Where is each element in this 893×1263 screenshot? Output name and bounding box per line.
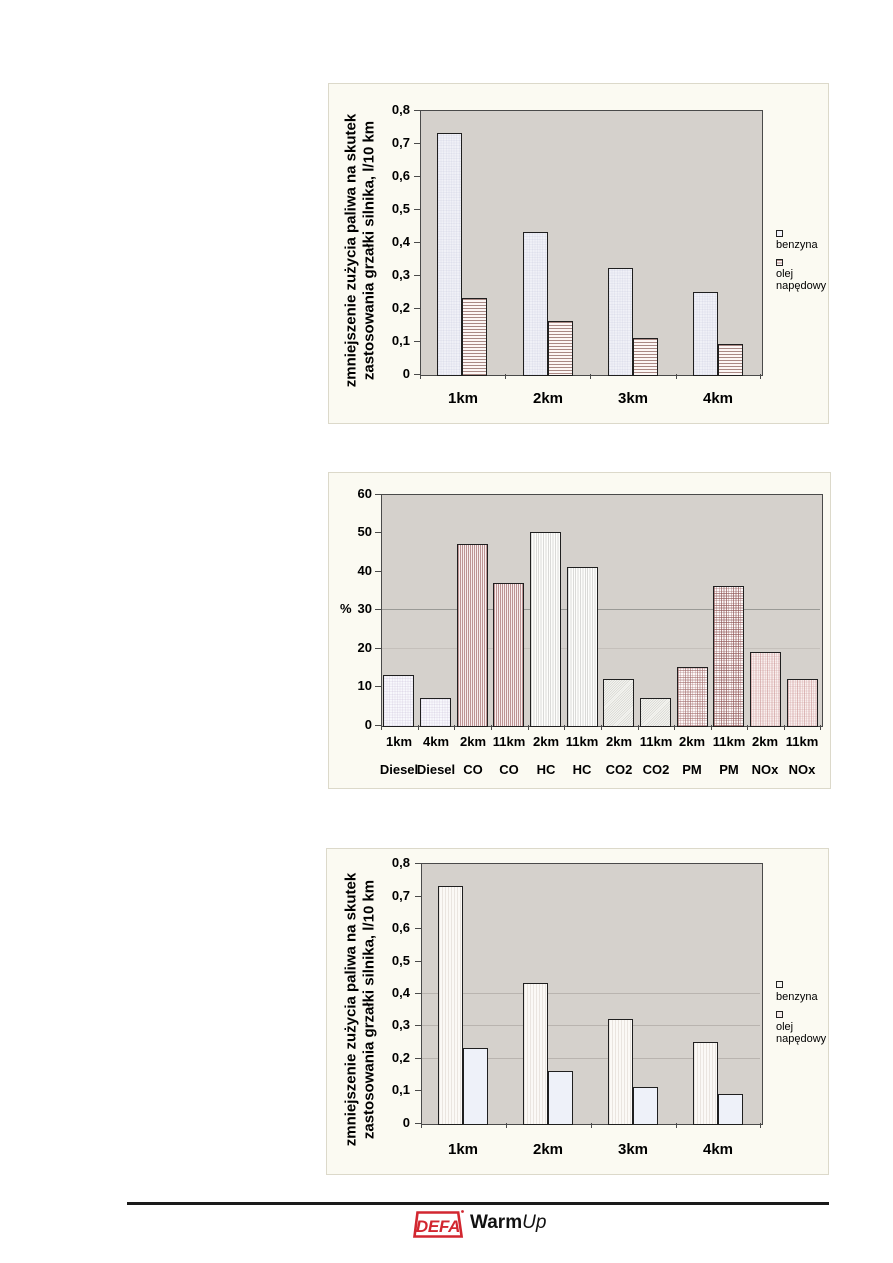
svg-text:DEFA: DEFA <box>416 1217 460 1236</box>
